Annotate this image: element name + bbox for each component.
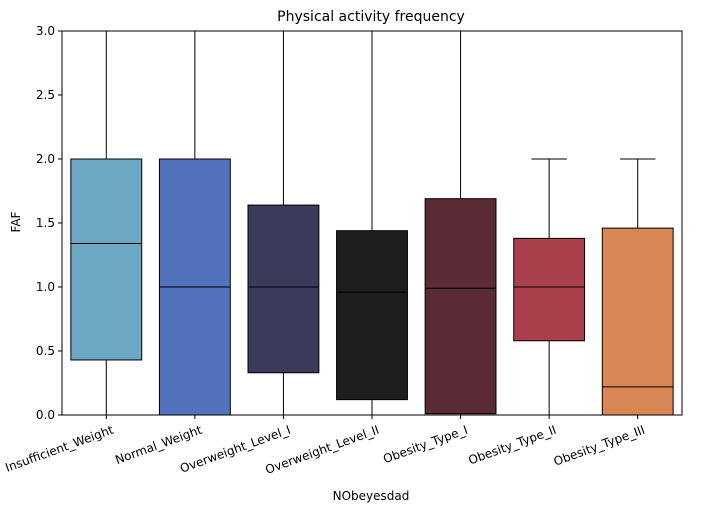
box-body <box>70 158 143 361</box>
y-tick-label: 3.0 <box>36 24 55 38</box>
y-axis-label: FAF <box>9 211 23 232</box>
box-body <box>513 237 586 342</box>
box-body <box>424 198 497 415</box>
box-body <box>247 204 320 374</box>
y-tick-label: 2.5 <box>36 88 55 102</box>
y-tick-label: 0.5 <box>36 344 55 358</box>
y-tick-label: 1.5 <box>36 216 55 230</box>
box-Normal_Weight <box>158 30 231 416</box>
x-tick-label: Insufficient_Weight <box>3 423 115 475</box>
chart-title: Physical activity frequency <box>277 9 465 25</box>
y-tick-label: 1.0 <box>36 280 55 294</box>
box-Obesity_Type_III <box>601 158 674 416</box>
x-tick-label: Obesity_Type_I <box>381 423 469 467</box>
plot-area <box>70 30 674 416</box>
x-tick-label: Obesity_Type_III <box>552 423 647 469</box>
box-Obesity_Type_II <box>513 158 586 416</box>
box-Insufficient_Weight <box>70 30 143 416</box>
x-axis-ticks: Insufficient_WeightNormal_WeightOverweig… <box>3 415 647 477</box>
y-tick-label: 0.0 <box>36 408 55 422</box>
box-body <box>336 230 408 401</box>
box-Overweight_Level_II <box>336 30 408 416</box>
x-tick-label: Obesity_Type_II <box>466 423 558 468</box>
box-body <box>601 227 674 416</box>
box-Obesity_Type_I <box>424 30 497 416</box>
y-axis-ticks: 0.0 0.5 1.0 1.5 2.0 2.5 3.0 <box>36 24 62 422</box>
x-axis-label: NObeyesdad <box>333 489 410 503</box>
y-tick-label: 2.0 <box>36 152 55 166</box>
box-Overweight_Level_I <box>247 30 320 416</box>
